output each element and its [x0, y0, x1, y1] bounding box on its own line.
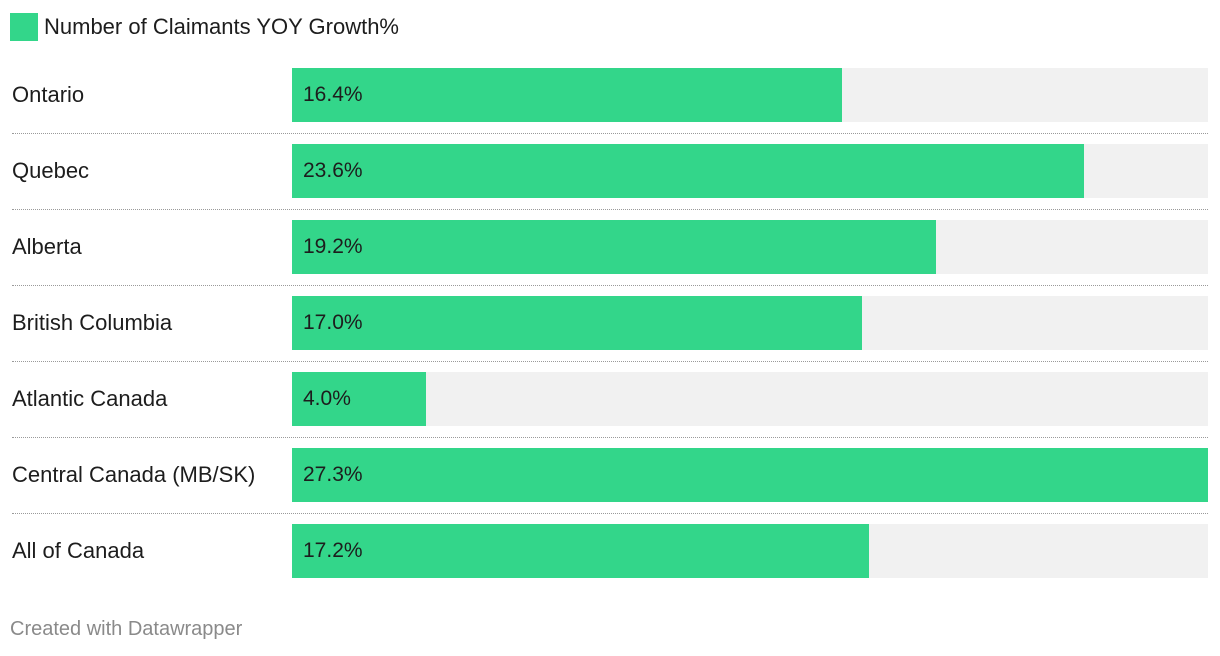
- legend: Number of Claimants YOY Growth%: [10, 13, 399, 41]
- legend-swatch: [10, 13, 38, 41]
- row-divider: [12, 285, 1208, 286]
- bar: [292, 68, 842, 122]
- category-label: All of Canada: [12, 538, 145, 563]
- bar-row: British Columbia 17.0%: [0, 296, 1220, 372]
- bar: [292, 296, 862, 350]
- value-label: 23.6%: [303, 159, 363, 182]
- bar-track: 4.0%: [292, 372, 1208, 426]
- value-label: 17.0%: [303, 311, 363, 334]
- bar-row: Atlantic Canada 4.0%: [0, 372, 1220, 448]
- bar-row: Alberta 19.2%: [0, 220, 1220, 296]
- bar-row: Ontario 16.4%: [0, 68, 1220, 144]
- category-label: Central Canada (MB/SK): [12, 462, 256, 487]
- row-divider: [12, 133, 1208, 134]
- bar-row: Quebec 23.6%: [0, 144, 1220, 220]
- footer-credit: Created with Datawrapper: [10, 618, 243, 640]
- value-label: 17.2%: [303, 539, 363, 562]
- bar-row: Central Canada (MB/SK) 27.3%: [0, 448, 1220, 524]
- row-divider: [12, 437, 1208, 438]
- value-label: 19.2%: [303, 235, 363, 258]
- category-label: Alberta: [12, 234, 82, 259]
- bar-row: All of Canada 17.2%: [0, 524, 1220, 600]
- bar-track: 27.3%: [292, 448, 1208, 502]
- row-divider: [12, 361, 1208, 362]
- bar: [292, 524, 869, 578]
- value-label: 27.3%: [303, 463, 363, 486]
- value-label: 16.4%: [303, 83, 363, 106]
- bar: [292, 372, 426, 426]
- value-label: 4.0%: [303, 387, 351, 410]
- row-divider: [12, 513, 1208, 514]
- category-label: Atlantic Canada: [12, 386, 168, 411]
- row-divider: [12, 209, 1208, 210]
- bar: [292, 144, 1084, 198]
- bar-track: 17.2%: [292, 524, 1208, 578]
- bar-track: 16.4%: [292, 68, 1208, 122]
- bar: [292, 220, 936, 274]
- category-label: Ontario: [12, 82, 85, 107]
- category-label: Quebec: [12, 158, 90, 183]
- bar-track: 23.6%: [292, 144, 1208, 198]
- legend-label: Number of Claimants YOY Growth%: [44, 14, 399, 39]
- bar-track: 19.2%: [292, 220, 1208, 274]
- bar-track: 17.0%: [292, 296, 1208, 350]
- category-label: British Columbia: [12, 310, 173, 335]
- bar: [292, 448, 1208, 502]
